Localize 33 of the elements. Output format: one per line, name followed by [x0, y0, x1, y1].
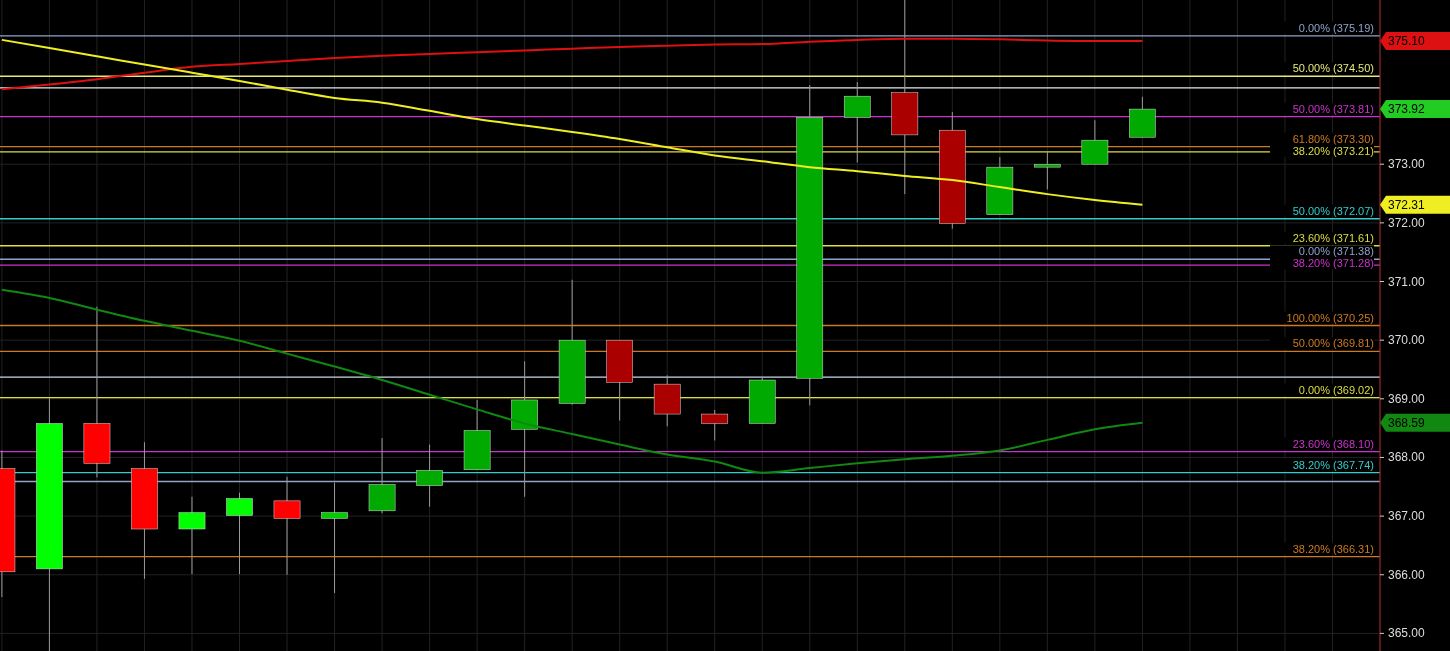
candlestick — [1034, 150, 1061, 190]
ref-line-label: 0.00% (375.19) — [1298, 21, 1374, 34]
candlestick — [321, 482, 348, 594]
ref-line-label: 50.00% (373.81) — [1292, 102, 1374, 115]
line-series — [0, 38, 1144, 206]
y-tick-label: 368.00 — [1388, 450, 1426, 465]
ref-line-label: 38.20% (367.74) — [1292, 458, 1374, 471]
ref-line-label: 50.00% (369.81) — [1292, 337, 1374, 350]
text: 368.59 — [1388, 415, 1426, 430]
ref-line-label: 0.00% (369.02) — [1298, 383, 1374, 396]
text: 375.10 — [1388, 34, 1426, 49]
y-tick-label: 369.00 — [1388, 391, 1426, 406]
ref-line-label: 23.60% (371.61) — [1292, 231, 1374, 244]
line-series — [0, 288, 1144, 474]
y-tick-label: 372.00 — [1388, 215, 1426, 230]
ref-line-label: 50.00% (374.50) — [1292, 62, 1374, 75]
ref-line-label: 50.00% (372.07) — [1292, 204, 1374, 217]
ref-line-label: 100.00% (370.25) — [1286, 311, 1374, 324]
ref-line-label: 61.80% (373.30) — [1292, 132, 1374, 145]
ref-line-label: 0.00% (371.38) — [1298, 245, 1374, 258]
ref-line-label: 23.60% (368.10) — [1292, 437, 1374, 450]
y-tick-label: 371.00 — [1388, 274, 1426, 289]
text: 372.31 — [1388, 197, 1426, 212]
y-tick-label: 370.00 — [1388, 333, 1426, 348]
ref-line-label: 38.20% (366.31) — [1292, 542, 1374, 555]
text: 373.92 — [1388, 102, 1426, 117]
line-series — [0, 37, 1144, 91]
y-tick-label: 365.00 — [1388, 626, 1426, 641]
y-tick-label: 367.00 — [1388, 509, 1426, 524]
ref-line-label: 38.20% (371.28) — [1292, 257, 1374, 270]
y-tick-label: 373.00 — [1388, 157, 1426, 172]
y-tick-label: 366.00 — [1388, 567, 1426, 582]
ref-line-label: 38.20% (373.21) — [1292, 144, 1374, 157]
